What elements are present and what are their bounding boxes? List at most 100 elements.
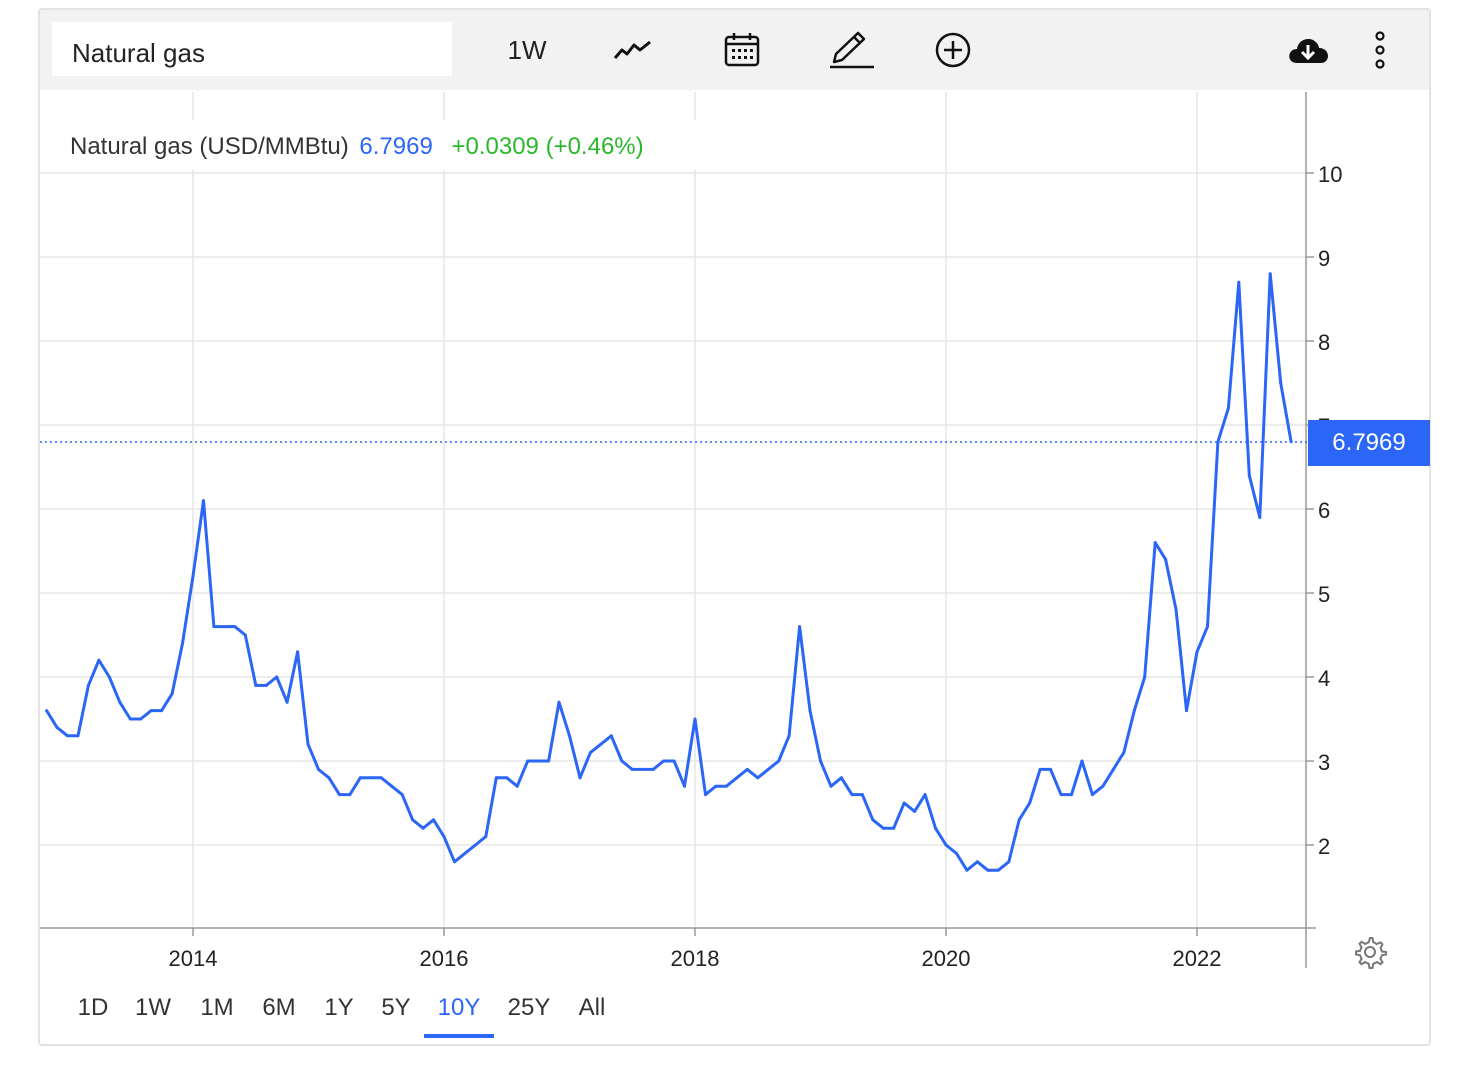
range-1w-button[interactable]: 1W — [135, 994, 171, 1021]
add-circle-icon[interactable] — [930, 28, 976, 72]
data-point — [1289, 440, 1293, 444]
data-point — [421, 826, 425, 830]
data-point — [1185, 709, 1189, 713]
data-point — [275, 675, 279, 679]
data-point — [400, 793, 404, 797]
chart-legend: Natural gas (USD/MMBtu) 6.7969 +0.0309 (… — [70, 133, 644, 161]
data-point — [379, 776, 383, 780]
y-tick-label: 6 — [1318, 498, 1330, 523]
series-layer — [40, 272, 1308, 872]
data-point — [1143, 675, 1147, 679]
data-point — [1268, 272, 1272, 276]
y-tick-label: 2 — [1318, 834, 1330, 859]
y-tick-label: 10 — [1318, 162, 1342, 187]
range-1y-button[interactable]: 1Y — [324, 994, 354, 1021]
data-point — [306, 742, 310, 746]
data-point — [724, 784, 728, 788]
data-point — [798, 625, 802, 629]
data-point — [578, 776, 582, 780]
data-point — [630, 767, 634, 771]
calendar-icon[interactable] — [720, 28, 764, 72]
legend-change: +0.0309 (+0.46%) — [451, 133, 644, 160]
data-point — [233, 625, 237, 629]
y-axis-labels: 2345678910 — [1318, 162, 1342, 859]
data-point — [390, 784, 394, 788]
data-point — [515, 784, 519, 788]
data-point — [97, 658, 101, 662]
interval-selector-button[interactable]: 1W — [507, 34, 547, 65]
cloud-download-icon[interactable] — [1284, 28, 1332, 72]
x-tick-label: 2014 — [169, 946, 218, 971]
x-tick-label: 2022 — [1173, 946, 1222, 971]
data-point — [285, 700, 289, 704]
data-point — [766, 767, 770, 771]
data-point — [871, 818, 875, 822]
last-price-tag: 6.7969 — [1308, 420, 1430, 466]
data-point — [568, 734, 571, 738]
chart-frame — [38, 8, 1431, 1046]
data-point — [76, 734, 80, 738]
gear-icon[interactable] — [1352, 934, 1388, 970]
data-point — [86, 683, 90, 687]
data-point — [599, 742, 603, 746]
data-point — [975, 860, 979, 864]
data-point — [473, 843, 477, 847]
data-point — [45, 709, 49, 713]
data-point — [965, 868, 969, 872]
data-point — [1070, 793, 1073, 797]
data-point — [118, 700, 122, 704]
data-point — [254, 683, 258, 687]
data-point — [411, 818, 415, 822]
symbol-search-input[interactable] — [52, 22, 452, 76]
data-point — [996, 868, 1000, 872]
data-point — [923, 793, 927, 797]
data-point — [808, 709, 812, 713]
range-5y-button[interactable]: 5Y — [381, 994, 411, 1021]
range-25y-button[interactable]: 25Y — [507, 994, 551, 1021]
data-point — [1237, 280, 1241, 284]
data-point — [536, 759, 540, 763]
data-point — [547, 759, 551, 763]
data-point — [296, 650, 300, 654]
line-chart-icon[interactable] — [610, 28, 656, 72]
data-point — [494, 776, 498, 780]
x-tick-label: 2020 — [922, 946, 971, 971]
y-tick-label: 5 — [1318, 582, 1330, 607]
data-point — [222, 625, 226, 629]
data-point — [452, 860, 456, 864]
range-6m-button[interactable]: 6M — [262, 994, 296, 1021]
data-point — [1195, 650, 1199, 654]
data-point — [484, 835, 488, 839]
data-point — [348, 793, 352, 797]
legend-background — [60, 120, 700, 170]
x-tick-label: 2016 — [420, 946, 469, 971]
data-point — [703, 793, 707, 797]
data-point — [55, 725, 59, 729]
range-1d-button[interactable]: 1D — [77, 994, 109, 1021]
data-point — [505, 776, 509, 780]
data-point — [588, 751, 592, 755]
data-point — [881, 826, 885, 830]
data-point — [1174, 608, 1178, 612]
more-vertical-icon[interactable] — [1362, 28, 1398, 72]
pencil-icon[interactable] — [826, 28, 878, 72]
data-point — [327, 776, 331, 780]
data-point — [358, 776, 362, 780]
data-point — [735, 776, 739, 780]
legend-series-name: Natural gas (USD/MMBtu) — [70, 133, 349, 160]
data-point — [609, 734, 613, 738]
data-point — [1049, 767, 1053, 771]
y-tick-label: 4 — [1318, 666, 1330, 691]
data-point — [819, 759, 822, 763]
x-axis-labels: 2014 2016 2018 2020 2022 — [169, 946, 1222, 971]
data-point — [860, 793, 864, 797]
data-point — [954, 851, 958, 855]
range-10y-button[interactable]: 10Y — [424, 990, 494, 1038]
data-point — [212, 625, 216, 629]
data-point — [463, 851, 467, 855]
symbol-name: Natural gas — [72, 38, 205, 68]
data-point — [1216, 440, 1220, 444]
range-1m-button[interactable]: 1M — [200, 994, 234, 1021]
range-all-button[interactable]: All — [578, 994, 606, 1021]
